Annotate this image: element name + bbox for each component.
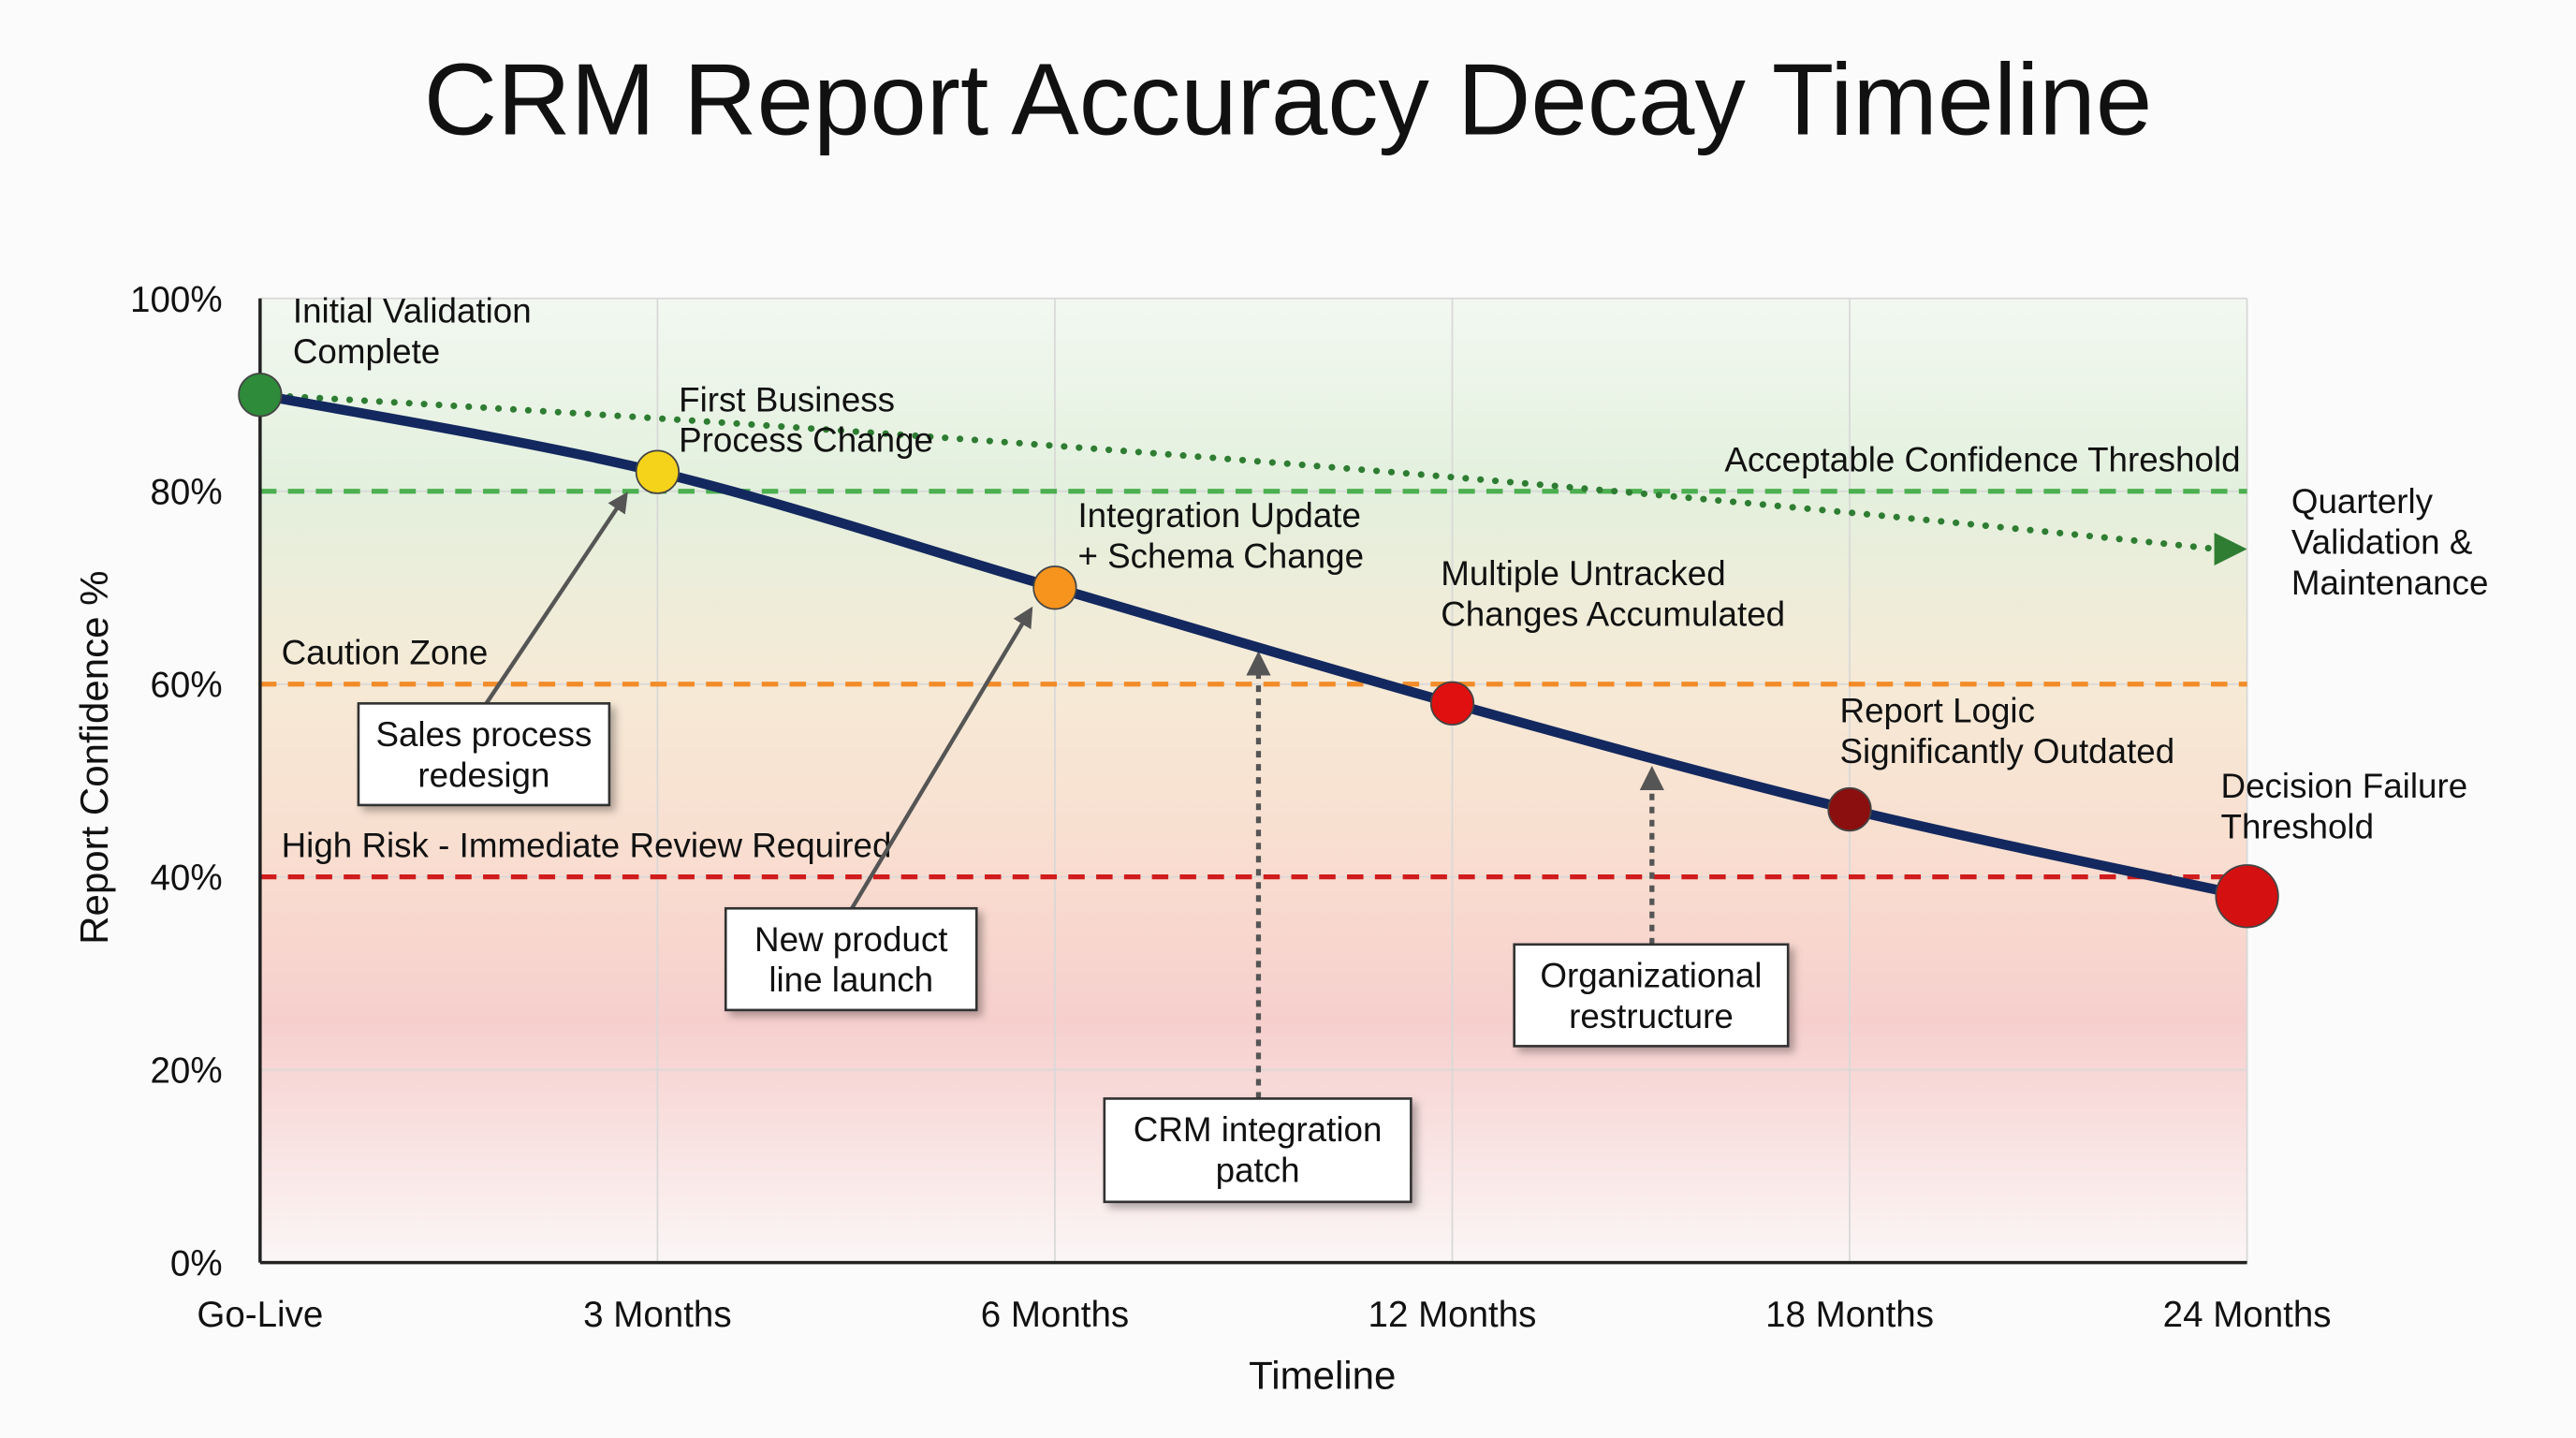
x-tick-label: 12 Months <box>1368 1295 1537 1335</box>
annotation-box <box>357 702 611 807</box>
data-point-label-line: Report Logic <box>1840 692 2035 730</box>
annotation-box <box>1513 943 1790 1048</box>
axes: 0% 20% 40% 60% 80% 100% Go-Live 3 Months 6 Month… <box>130 280 2331 1335</box>
series: Quarterly Validation & Maintenance <box>238 373 2489 929</box>
data-point-label-line: Multiple Untracked <box>1441 554 1725 593</box>
data-point-label-line: + Schema Change <box>1077 536 1364 575</box>
data-point <box>238 373 283 418</box>
annotation-callout: New product line launch <box>724 606 1033 1012</box>
series-quarterly-validation-label-line: Maintenance <box>2291 564 2489 602</box>
x-tick-label: 6 Months <box>981 1295 1129 1335</box>
series-quarterly-validation-arrowhead <box>2214 533 2247 566</box>
annotation-box <box>1103 1097 1412 1204</box>
data-point-label: First Business Process Change <box>679 380 933 459</box>
series-quarterly-validation-label: Quarterly Validation & Maintenance <box>2291 482 2489 602</box>
annotation-text: Organizational restructure <box>1540 956 1762 1034</box>
y-tick-label: 80% <box>150 473 222 513</box>
point-labels: Initial Validation Complete First Business… <box>293 292 2467 846</box>
data-point-label-line: Process Change <box>679 421 933 460</box>
y-axis-title: Report Confidence % <box>72 570 116 944</box>
series-quarterly-validation-label-line: Quarterly <box>2291 482 2434 521</box>
annotation-text-line: Sales process <box>375 715 592 754</box>
y-tick-label: 20% <box>150 1051 222 1092</box>
annotation-text-line: CRM integration <box>1134 1110 1383 1149</box>
annotation-callout: CRM integration patch <box>1103 651 1412 1204</box>
threshold-label: High Risk - Immediate Review Required <box>282 827 892 865</box>
data-point-label: Report Logic Significantly Outdated <box>1840 692 2175 770</box>
x-tick-label: 24 Months <box>2163 1295 2332 1335</box>
data-point-label: Multiple Untracked Changes Accumulated <box>1441 554 1785 633</box>
x-axis-title: Timeline <box>1249 1353 1396 1397</box>
data-point-label-line: Integration Update <box>1077 496 1361 535</box>
annotation-arrow <box>484 492 628 705</box>
x-tick-label: 3 Months <box>583 1295 731 1335</box>
annotations: Sales process redesign New product line lau… <box>357 492 1790 1204</box>
series-quarterly-validation-line <box>256 391 2221 553</box>
annotation-text-line: line launch <box>768 961 933 999</box>
series-quarterly-validation-label-line: Validation & <box>2291 523 2473 562</box>
annotation-callout: Organizational restructure <box>1513 765 1790 1048</box>
threshold-label: Caution Zone <box>282 634 489 672</box>
annotation-arrow <box>850 606 1033 910</box>
annotation-text: Sales process redesign <box>375 715 592 794</box>
annotation-text-line: patch <box>1216 1151 1300 1189</box>
chart-title: CRM Report Accuracy Decay Timeline <box>424 44 2152 157</box>
data-point <box>1032 565 1077 610</box>
annotation-text-line: New product <box>754 920 947 959</box>
annotation-callout: Sales process redesign <box>357 492 628 807</box>
data-point-label-line: Changes Accumulated <box>1441 595 1785 634</box>
annotation-text-line: restructure <box>1569 997 1734 1035</box>
y-tick-label: 100% <box>130 280 223 320</box>
data-point-label: Initial Validation Complete <box>293 292 532 371</box>
y-tick-label: 40% <box>150 858 222 899</box>
y-tick-label: 0% <box>170 1244 223 1284</box>
thresholds: Acceptable Confidence Threshold Caution Z… <box>259 441 2247 880</box>
annotation-text-line: redesign <box>417 756 549 794</box>
data-point <box>635 449 681 494</box>
data-point-label-line: Decision Failure <box>2221 767 2468 805</box>
data-point-label-line: First Business <box>679 380 895 418</box>
data-point-label-line: Threshold <box>2221 808 2375 846</box>
x-tick-label: 18 Months <box>1765 1295 1934 1335</box>
data-point <box>1827 786 1872 832</box>
y-tick-label: 60% <box>150 666 222 706</box>
annotation-box <box>724 906 978 1012</box>
annotation-text: CRM integration patch <box>1134 1110 1383 1189</box>
annotation-text-line: Organizational <box>1540 956 1762 994</box>
data-point-label-line: Significantly Outdated <box>1840 732 2175 770</box>
data-point <box>2215 864 2279 929</box>
series-confidence-line <box>255 389 2252 902</box>
data-point-label-line: Complete <box>293 332 440 371</box>
threshold-label: Acceptable Confidence Threshold <box>1724 441 2240 479</box>
data-point-label: Integration Update + Schema Change <box>1077 496 1364 575</box>
data-point <box>1429 681 1475 726</box>
x-tick-label: Go-Live <box>197 1295 323 1335</box>
data-point-label: Decision Failure Threshold <box>2221 767 2468 845</box>
annotation-text: New product line launch <box>754 920 947 999</box>
data-point-label-line: Initial Validation <box>293 292 532 330</box>
